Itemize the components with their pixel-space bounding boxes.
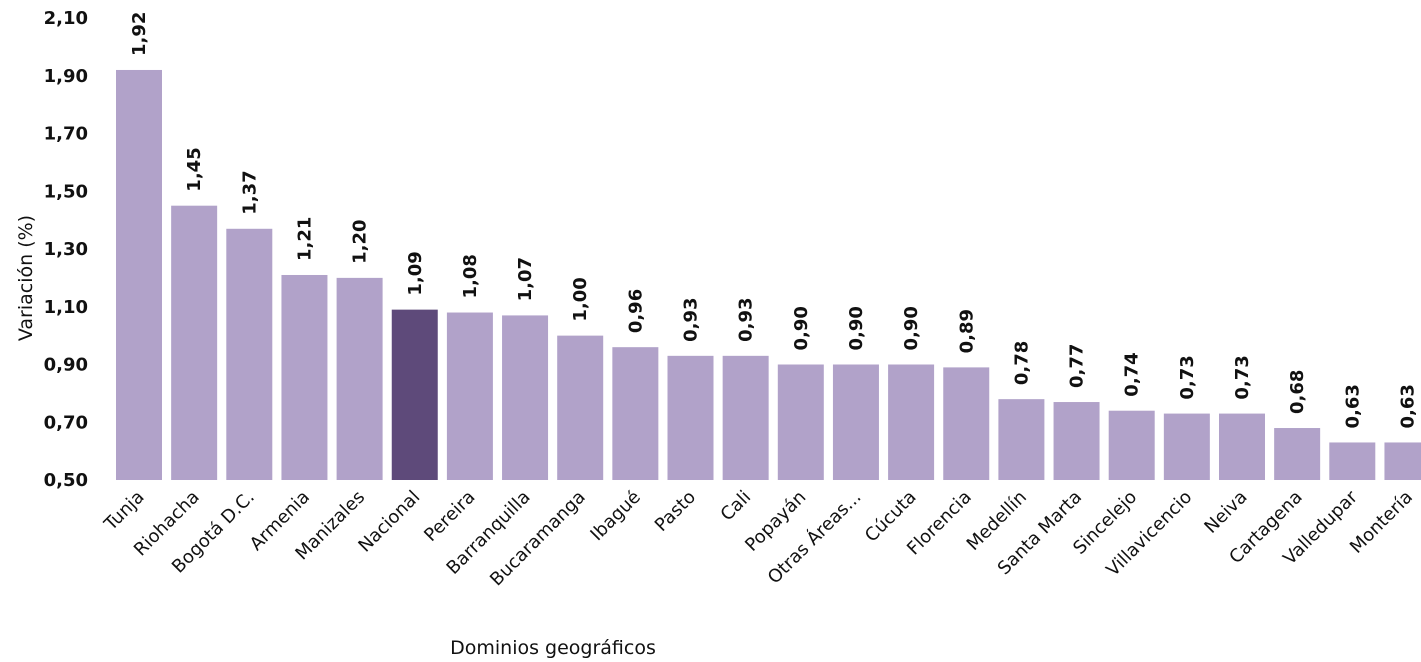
value-label: 0,93 [736,297,757,341]
y-tick-label: 0,90 [44,355,88,376]
bar [446,312,493,480]
x-tick-label: Ibagué [586,487,644,545]
value-label: 1,92 [129,12,150,56]
value-labels: 1,92 1,45 1,37 1,21 1,20 1,09 1,08 1,07 1,00 0,96… [129,12,1418,429]
value-label: 1,08 [460,254,481,298]
value-label: 0,74 [1122,352,1143,396]
bar [888,364,935,480]
value-label: 1,21 [294,217,315,261]
x-tick-label: Bucaramanga [486,487,590,591]
bar [943,367,990,480]
value-label: 0,77 [1067,344,1088,388]
value-label: 0,90 [901,306,922,350]
x-tick-label: Nacional [354,487,424,557]
value-label: 0,90 [791,306,812,350]
bar [1219,413,1265,480]
x-tick-label: Tunja [100,487,149,536]
bar [171,205,218,480]
bar [336,277,383,480]
bars [116,69,1421,480]
y-tick-label: 1,70 [44,124,88,145]
bar [502,315,549,480]
bar [391,309,438,480]
y-tick-label: 0,70 [44,412,88,433]
value-label: 1,20 [350,219,371,263]
value-label: 0,90 [846,306,867,350]
bar [1384,442,1421,480]
x-axis-title: Dominios geográficos [450,637,656,659]
y-tick-label: 1,10 [44,297,88,318]
bar [1274,428,1321,480]
value-label: 0,63 [1397,384,1418,428]
y-tick-label: 1,90 [44,66,88,87]
bar [832,364,879,480]
y-tick-label: 2,10 [44,8,88,29]
bar [281,274,328,480]
x-tick-label: Otras Áreas... [763,486,865,588]
y-tick-label: 1,30 [44,239,88,260]
x-tick-label: Neiva [1200,487,1251,538]
bar [1163,413,1210,480]
value-label: 0,73 [1177,355,1198,399]
value-label: 1,09 [405,251,426,295]
bar [722,355,769,480]
bar [1053,402,1100,480]
bar [116,69,162,480]
bar [1329,442,1376,480]
x-tick-label: Pasto [651,487,700,536]
bar [777,364,824,480]
bar [667,355,714,480]
value-label: 0,63 [1342,384,1363,428]
y-tick-label: 0,50 [44,470,88,491]
value-label: 0,93 [681,297,702,341]
value-label: 1,00 [570,277,591,321]
value-label: 0,73 [1232,355,1253,399]
bar [226,228,273,480]
x-tick-label: Cali [717,487,756,526]
bar [612,347,659,480]
value-label: 1,07 [515,257,536,301]
value-label: 0,78 [1011,341,1032,385]
y-axis-ticks: 0,50 0,70 0,90 1,10 1,30 1,50 1,70 1,90 2,10 [44,8,88,491]
value-label: 1,45 [184,147,205,191]
value-label: 0,89 [956,309,977,353]
value-label: 1,37 [239,170,260,214]
bar [1108,410,1155,480]
value-label: 0,68 [1287,370,1308,414]
value-label: 0,96 [625,289,646,333]
bar [998,399,1045,480]
y-axis-title: Variación (%) [15,215,37,341]
bar [557,335,604,480]
y-tick-label: 1,50 [44,181,88,202]
